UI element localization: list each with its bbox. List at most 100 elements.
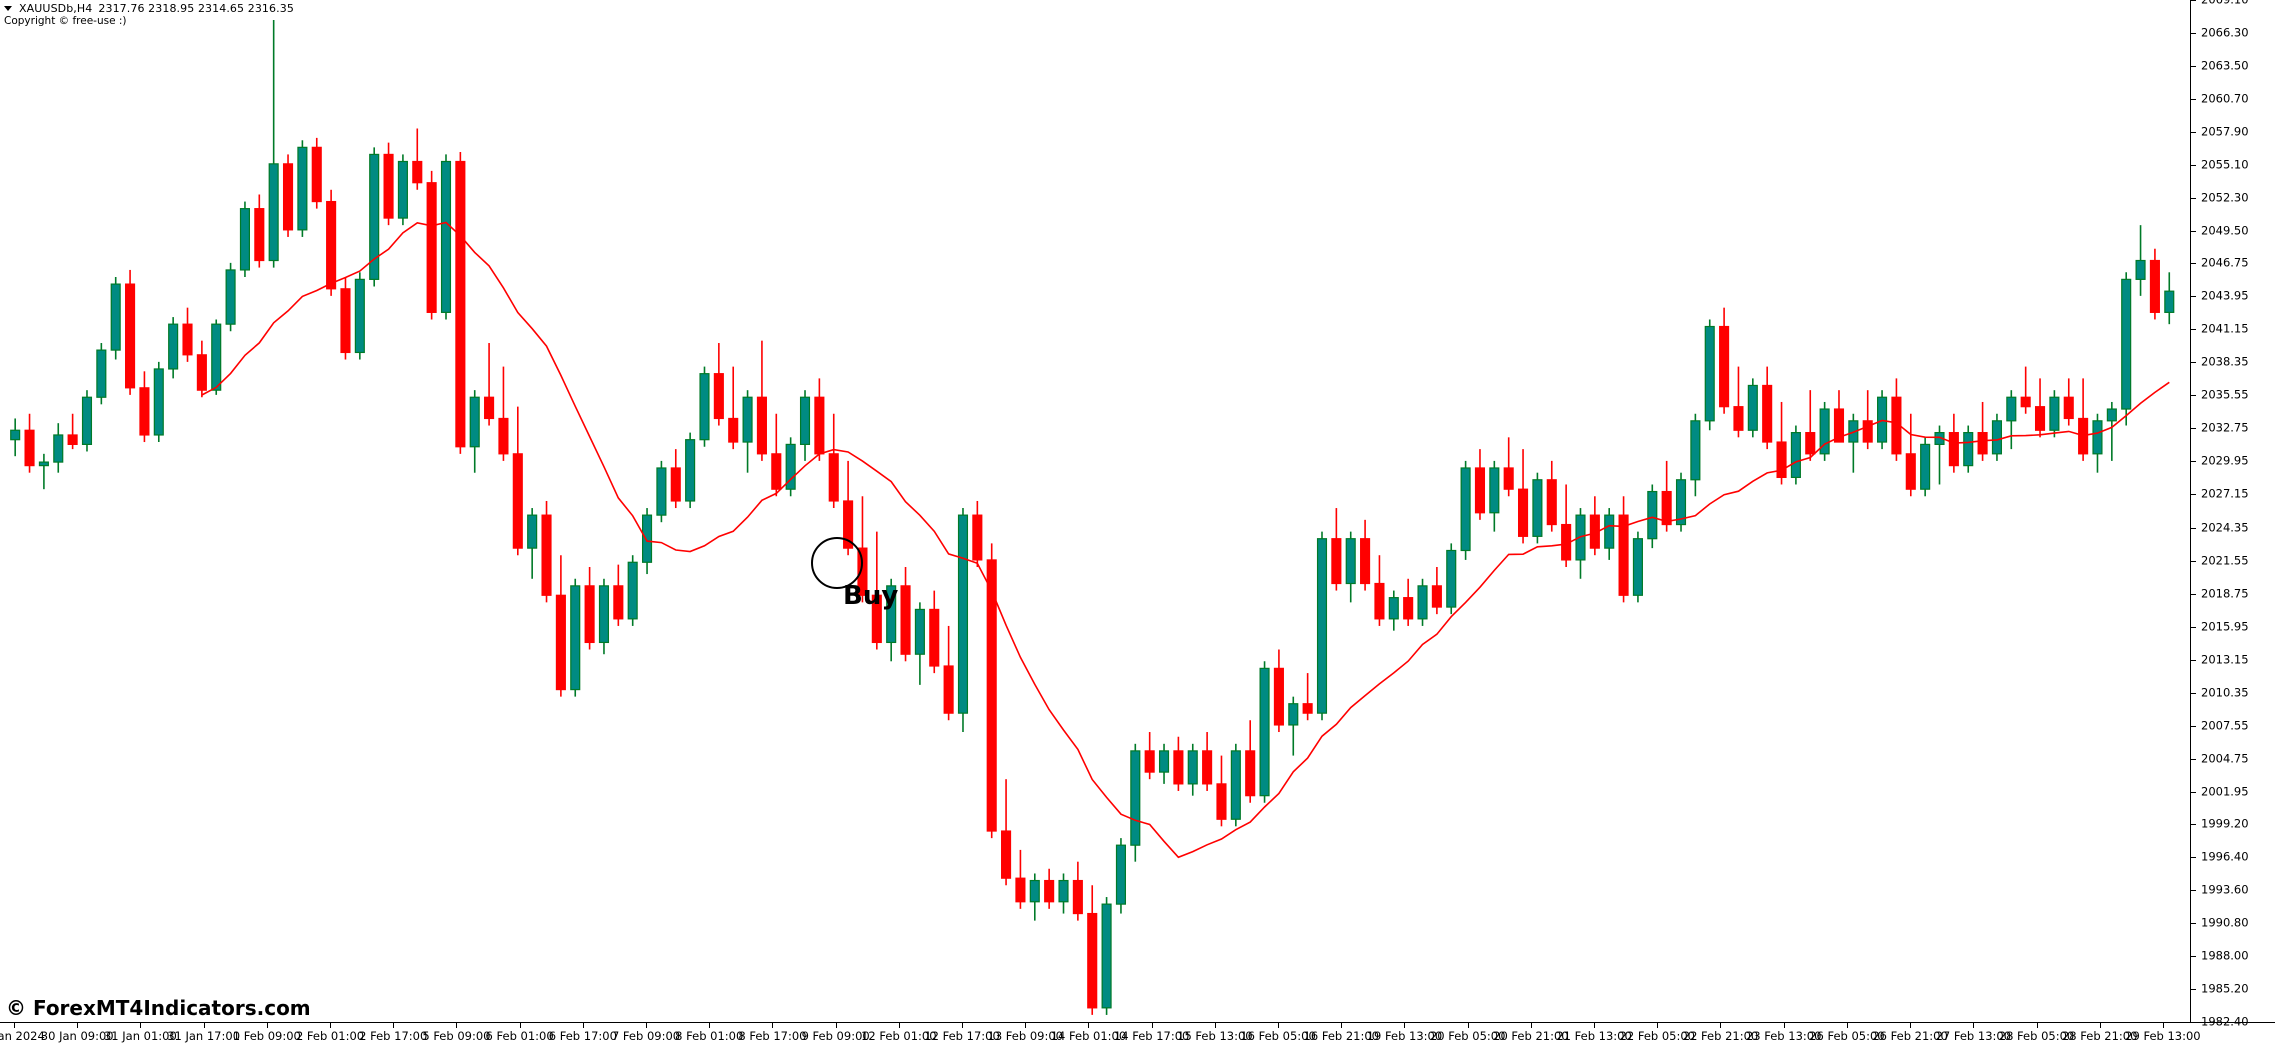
candle-body (239, 208, 251, 271)
candle-body (1388, 597, 1399, 620)
time-axis-label: 20 Feb 21:00 (1493, 1029, 1569, 1043)
candle-body (397, 160, 408, 219)
candle-body (1101, 903, 1112, 1009)
price-axis-label: 2066.30 (2201, 25, 2249, 40)
candle-body (469, 396, 480, 448)
candle-body (814, 396, 825, 455)
candle-body (484, 396, 495, 420)
price-tick (2191, 132, 2196, 134)
price-axis-label: 2018.75 (2201, 585, 2249, 600)
ohlc-values: 2317.76 2318.95 2314.65 2316.35 (98, 1, 294, 15)
time-tick (1657, 1023, 1659, 1028)
candle-body (225, 269, 236, 325)
candle-body (1158, 750, 1170, 773)
time-tick (140, 1023, 142, 1028)
candle-body (1331, 538, 1342, 585)
candle-body (1345, 538, 1356, 585)
time-axis-label: 6 Feb 01:00 (485, 1029, 554, 1043)
candle-body (1029, 879, 1040, 903)
time-tick (393, 1023, 395, 1028)
price-axis-label: 2010.35 (2201, 684, 2249, 699)
price-tick (2191, 66, 2196, 67)
time-tick (962, 1023, 964, 1028)
candle-body (1503, 467, 1514, 490)
time-tick (519, 1023, 521, 1028)
candle-body (1460, 467, 1471, 552)
time-axis-label: 14 Feb 01:00 (1050, 1029, 1127, 1043)
candle-body (1805, 432, 1816, 455)
price-axis-label: 1999.20 (2201, 816, 2249, 831)
price-axis-label: 2069.10 (2201, 0, 2249, 6)
candle-body (2164, 290, 2175, 313)
time-axis-label: 9 Feb 09:00 (801, 1029, 870, 1043)
candle-body (1360, 538, 1371, 585)
candle-body (182, 323, 193, 356)
time-tick (330, 1023, 332, 1028)
candle-body (383, 153, 394, 219)
time-axis-label: 2 Feb 17:00 (359, 1029, 428, 1043)
candle-body (1532, 479, 1543, 537)
candle-body (2063, 396, 2074, 420)
candle-body (326, 200, 337, 290)
price-tick (2191, 461, 2196, 463)
price-tick (2191, 725, 2196, 727)
time-tick (1088, 1023, 1090, 1028)
time-axis-label: 16 Feb 21:00 (1303, 1029, 1379, 1043)
price-axis-label: 1996.40 (2201, 849, 2249, 864)
candle-body (785, 443, 796, 490)
time-axis-label: 7 Feb 09:00 (611, 1029, 681, 1043)
candle-body (799, 396, 811, 445)
chart-plot-area[interactable] (0, 0, 2190, 1022)
time-axis-label: 28 Feb 05:00 (1998, 1029, 2075, 1043)
triangle-down-icon[interactable] (4, 5, 12, 11)
time-tick (14, 1023, 15, 1028)
candle-body (1733, 406, 1744, 431)
price-tick (2191, 560, 2196, 562)
candle-body (1130, 750, 1141, 846)
price-tick (2191, 889, 2196, 891)
price-axis[interactable]: 2069.10 2066.30 2063.50 2060.70 2057.90 2055.… (2190, 0, 2275, 1027)
time-axis-label: 13 Feb 09:00 (987, 1029, 1063, 1043)
time-tick (203, 1023, 205, 1028)
candle-body (1747, 384, 1758, 431)
candle-body (555, 594, 566, 691)
candle-body (311, 146, 322, 203)
time-tick (1025, 1023, 1027, 1028)
candle-body (598, 585, 610, 644)
price-tick (2191, 165, 2196, 167)
candle-body (196, 354, 207, 391)
time-axis-label: 15 Feb 13:00 (1177, 1029, 1253, 1043)
price-axis-label: 2024.35 (2201, 519, 2249, 534)
time-tick (1404, 1023, 1406, 1028)
candle-body (871, 594, 882, 644)
candle-body (139, 387, 150, 436)
candle-body (211, 323, 222, 391)
price-axis-label: 2001.95 (2201, 783, 2249, 798)
time-tick (898, 1023, 900, 1028)
time-tick (1278, 1023, 1280, 1028)
candle-body (2149, 259, 2160, 313)
price-tick (2191, 296, 2196, 298)
candle-body (412, 160, 423, 184)
candle-body (1905, 453, 1916, 490)
candle-body (570, 585, 581, 691)
candlestick-chart (10, 20, 2175, 1015)
candle-body (1546, 479, 1557, 526)
time-tick (1151, 1023, 1153, 1028)
candle-body (1087, 912, 1098, 1009)
time-tick (835, 1023, 837, 1028)
time-axis-label: 22 Feb 21:00 (1682, 1029, 1759, 1043)
symbol-bar: XAUUSDb,H4 2317.76 2318.95 2314.65 2316.… (0, 0, 2275, 16)
candle-body (1273, 667, 1284, 726)
price-tick (2191, 231, 2196, 233)
time-axis-label: 9 Jan 2024 (0, 1029, 45, 1043)
candle-body (2020, 396, 2031, 408)
candle-body (1216, 783, 1227, 820)
time-tick (2036, 1023, 2038, 1028)
price-tick (2191, 33, 2196, 34)
candle-body (685, 439, 696, 502)
candle-body (2006, 396, 2017, 422)
time-tick (2099, 1023, 2101, 1028)
price-axis-label: 2063.50 (2201, 58, 2249, 73)
